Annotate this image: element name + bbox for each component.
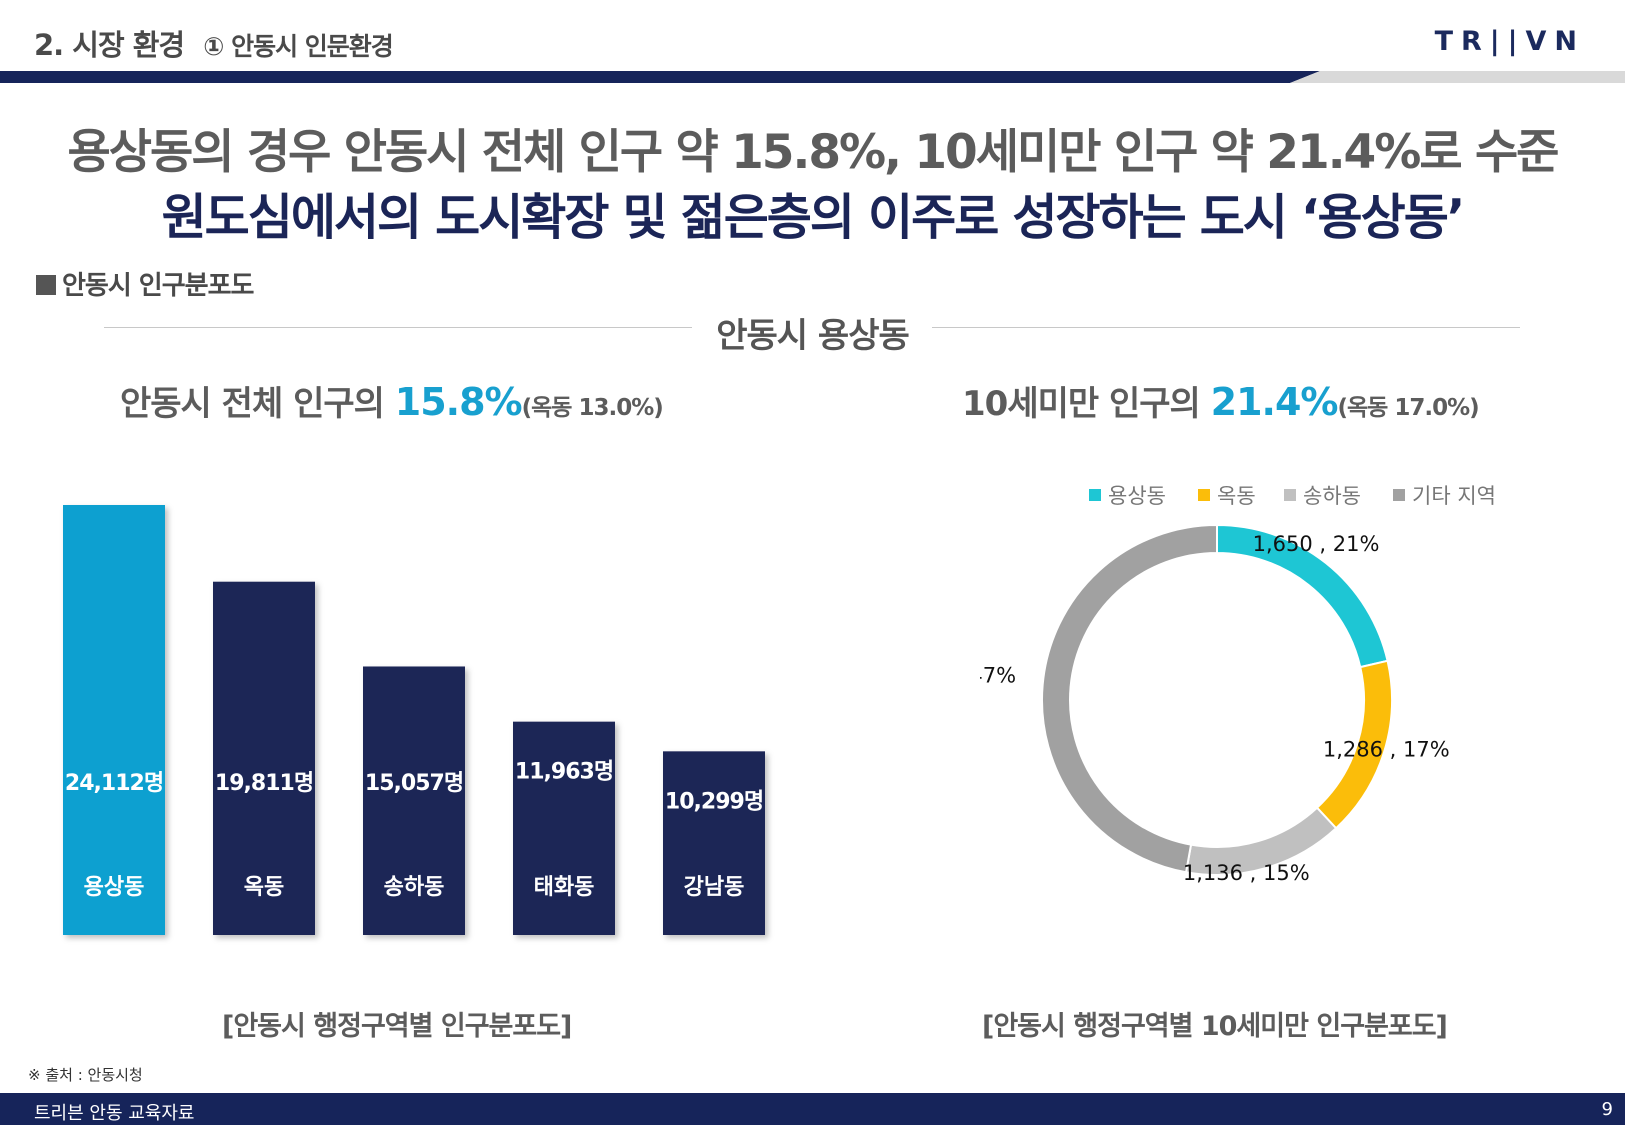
legend-label: 송하동 — [1303, 484, 1361, 508]
bar-category-label: 용상동 — [84, 875, 145, 900]
legend-item: 송하동 — [1284, 484, 1361, 508]
headline-secondary: 원도심에서의 도시확장 및 젊은층의 이주로 성장하는 도시 ‘용상동’ — [161, 189, 1466, 246]
section-title: 2. 시장 환경 ① 안동시 인문환경 — [34, 22, 394, 64]
bar-value-label: 10,299명 — [665, 789, 763, 814]
divider-title: 안동시 용상동 — [716, 316, 910, 356]
source-note: ※ 출처 : 안동시청 — [28, 1066, 143, 1084]
header-divider — [0, 71, 1625, 83]
bar — [363, 666, 465, 935]
section-subtitle: ① 안동시 인문환경 — [203, 32, 394, 61]
donut-data-label: 1,286 , 17% — [1323, 737, 1450, 761]
bar — [63, 505, 165, 935]
bar-value-label: 11,963명 — [515, 760, 613, 785]
bar-category-label: 태화동 — [534, 875, 595, 900]
stat-right-note: (옥동 17.0%) — [1337, 395, 1480, 421]
footer-text: 트리븐 안동 교육자료 — [34, 1103, 195, 1124]
legend-swatch — [1198, 489, 1210, 501]
under10-donut-chart: 1,650 , 21% 1,286 , 17% 1,136 , 15% 3,636 ,… — [980, 484, 1496, 885]
stat-left-note: (옥동 13.0%) — [521, 395, 664, 421]
stat-left-prefix: 안동시 전체 인구의 — [120, 384, 395, 424]
bar-value-label: 19,811명 — [215, 771, 313, 796]
brand-logo: TR||VN — [1434, 26, 1585, 57]
bar-chart-caption: [안동시 행정구역별 인구분포도] — [222, 1011, 572, 1042]
footer-bar: 트리븐 안동 교육자료 9 — [0, 1093, 1625, 1125]
donut-data-label: 3,636 , 47% — [980, 663, 1016, 687]
stat-right-value: 21.4% — [1210, 380, 1339, 424]
divider-line-right — [932, 327, 1520, 328]
legend-swatch — [1089, 489, 1101, 501]
legend-label: 옥동 — [1217, 484, 1256, 508]
bar — [513, 721, 615, 935]
donut-data-label: 1,136 , 15% — [1183, 861, 1310, 885]
population-bar-chart: 24,112명용상동19,811명옥동15,057명송하동11,963명태화동1… — [63, 505, 765, 935]
page-number: 9 — [1601, 1099, 1613, 1120]
bar-value-label: 24,112명 — [65, 771, 163, 796]
donut-chart-caption: [안동시 행정구역별 10세미만 인구분포도] — [982, 1011, 1448, 1042]
divider-line-left — [104, 327, 692, 328]
legend-item: 옥동 — [1198, 484, 1256, 508]
stat-total-population: 안동시 전체 인구의 15.8%(옥동 13.0%) — [120, 376, 664, 425]
legend-item: 기타 지역 — [1393, 484, 1496, 508]
bar-category-label: 옥동 — [244, 875, 284, 900]
legend-label: 기타 지역 — [1412, 484, 1496, 508]
legend-label: 용상동 — [1108, 484, 1166, 508]
bar-category-label: 송하동 — [384, 875, 445, 900]
square-bullet-icon — [36, 275, 56, 295]
stat-under10-population: 10세미만 인구의 21.4%(옥동 17.0%) — [962, 376, 1480, 425]
section-label-text: 안동시 인구분포도 — [62, 271, 254, 301]
headline-primary: 용상동의 경우 안동시 전체 인구 약 15.8%, 10세미만 인구 약 21… — [67, 125, 1560, 180]
donut-slice — [1041, 523, 1218, 874]
stat-right-prefix: 10세미만 인구의 — [962, 384, 1211, 424]
section-title-text: 2. 시장 환경 — [34, 28, 185, 62]
legend-swatch — [1393, 489, 1405, 501]
donut-data-label: 1,650 , 21% — [1253, 532, 1380, 556]
bar — [663, 751, 765, 935]
bar-category-label: 강남동 — [684, 875, 745, 900]
legend-item: 용상동 — [1089, 484, 1166, 508]
section-label: 안동시 인구분포도 — [36, 265, 254, 302]
bar-value-label: 15,057명 — [365, 771, 463, 796]
bar — [213, 581, 315, 935]
stat-left-value: 15.8% — [394, 380, 523, 424]
legend-swatch — [1284, 489, 1296, 501]
